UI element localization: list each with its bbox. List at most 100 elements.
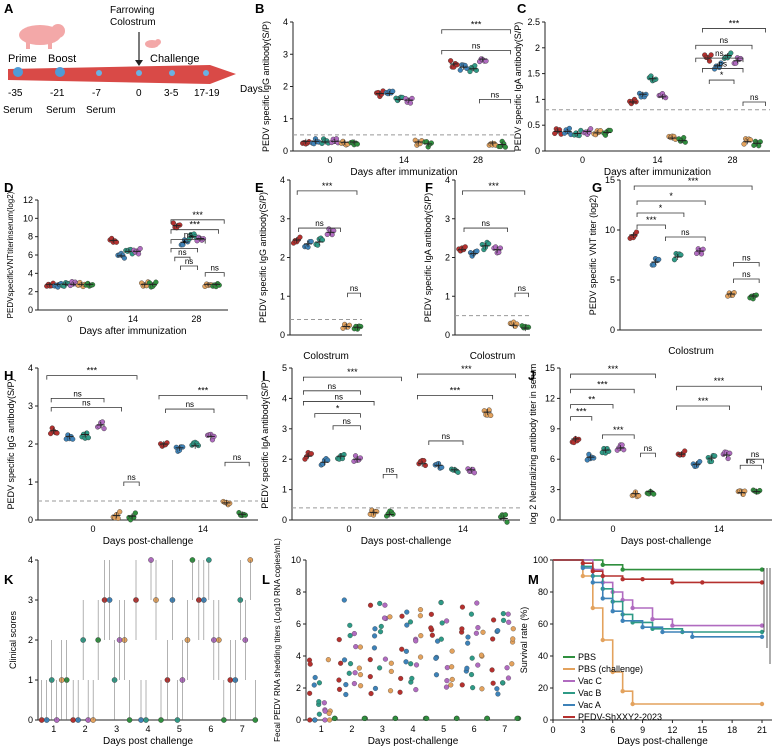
panel-letter-j: J: [528, 368, 535, 383]
group-0-series-2-point: [85, 435, 91, 441]
survival-point-5: [620, 577, 625, 582]
event-dot-challenge: [169, 70, 175, 76]
panel-letter-e: E: [255, 180, 264, 195]
day-7-series-2-point: [500, 680, 506, 686]
sig-6-bracket: [733, 278, 760, 283]
sig-3-sig-label: *: [183, 238, 187, 248]
sig-3-bracket: [570, 416, 593, 421]
day-1-series-3-point: [321, 700, 327, 706]
panel-letter-a: A: [4, 1, 14, 16]
sig-2-sig-label: ns: [491, 90, 499, 99]
y-tick-label: 1: [28, 477, 33, 487]
y-tick-label: 1: [282, 485, 287, 495]
day-5-series-4-point: [449, 676, 455, 682]
day-1-series-3-point: [322, 717, 328, 723]
x-tick-label: 28: [191, 314, 201, 324]
sig-5-sig-label: ns: [186, 400, 194, 409]
x-tick-label: 7: [240, 724, 245, 734]
sig-9-sig-label: ns: [751, 450, 759, 459]
group-14-series-0-point: [421, 458, 427, 464]
x-tick-label: 1: [51, 724, 56, 734]
group-28-series-2-point: [472, 63, 478, 69]
y-tick-label: 1.5: [527, 69, 540, 79]
group-28-series-5-point: [502, 144, 508, 150]
group-14-series-1-point: [697, 458, 703, 465]
y-axis-title: PEDV specific IgA antibody(S/P): [423, 193, 433, 323]
day-3-series-0-point: [367, 657, 373, 663]
sig-5-sig-label: ns: [750, 93, 758, 102]
sig-0-bracket: [570, 373, 656, 379]
day-4-series-3-point: [413, 638, 419, 644]
colostrum-series-1-point: [474, 248, 480, 254]
x-tick-label: 0: [67, 314, 72, 324]
x-tick-label: 1: [319, 724, 324, 734]
y-tick-label: 8: [28, 232, 33, 242]
day-3-series-1-point: [371, 645, 377, 651]
day-6-series-4-point: [478, 652, 485, 658]
day-4-series-1-point: [404, 609, 410, 615]
sig-6-sig-label: ns: [233, 453, 241, 462]
y-tick-label: 3: [28, 595, 33, 605]
x-tick-label: 15: [697, 725, 707, 735]
y-tick-label: 5: [282, 363, 287, 373]
panel-letter-c: C: [517, 1, 527, 16]
group-0-series-1-point: [70, 436, 76, 442]
day-6-series-0-point: [459, 682, 465, 688]
sig-3-sig-label: ns: [719, 59, 727, 68]
sig-1-bracket: [303, 390, 361, 395]
group-0-series-5-point: [651, 491, 657, 497]
x-tick-label: 6: [610, 725, 615, 735]
survival-point-5: [590, 569, 596, 574]
sig-5-bracket: [180, 265, 198, 270]
day-4-series-2-point: [407, 619, 414, 625]
group-14-series-2-point: [455, 469, 461, 475]
y-tick-label: 1: [283, 114, 288, 124]
group-14-series-1-point: [121, 255, 127, 261]
day-3-series-2-point: [377, 600, 383, 607]
y-tick-label: 12: [545, 393, 555, 403]
group-14-series-1-point: [390, 88, 396, 94]
day-5-series-3-point: [444, 678, 450, 684]
x-tick-label: 14: [128, 314, 138, 324]
day-2-series-1-point: [343, 691, 349, 698]
y-tick-label: 2: [535, 43, 540, 53]
timeline-arrow: [8, 65, 236, 84]
survival-point-4: [640, 625, 645, 630]
day-7-series-4-point: [509, 661, 515, 667]
group-14-series-5-point: [757, 487, 763, 494]
colostrum-series-5-point: [358, 323, 364, 330]
group-0-series-3-point: [588, 126, 594, 132]
survival-point-0: [620, 567, 625, 572]
group-28-series-4-point: [747, 137, 754, 143]
sig-0-sig-label: ***: [471, 20, 482, 30]
sig-1-sig-label: ns: [328, 382, 336, 391]
x-tick-label: 0: [327, 155, 332, 165]
sig-3-sig-label: ***: [646, 215, 657, 225]
group-28-series-0-point: [448, 58, 454, 64]
y-tick-label: 8: [296, 587, 301, 597]
survival-line-2: [553, 559, 762, 627]
x-tick-label: 6: [472, 724, 477, 734]
day-1-series-0-point: [307, 661, 313, 667]
group-28-series-4-point: [741, 141, 747, 147]
panel-letter-m: M: [528, 572, 539, 587]
y-tick-label: 10: [291, 555, 301, 565]
y-tick-label: 4: [282, 393, 287, 403]
y-tick-label: 15: [545, 363, 555, 373]
sig-5-bracket: [640, 452, 656, 458]
survival-point-1: [759, 701, 765, 707]
colostrum-series-2-point: [671, 257, 678, 263]
x-axis-title: Days post-challenge: [361, 536, 452, 547]
sig-1-sig-label: ***: [597, 379, 608, 389]
y-tick-label: 2.5: [527, 17, 540, 27]
day-4-series-4-point: [418, 633, 424, 639]
group-14-series-3-point: [407, 100, 414, 106]
y-tick-label: 0: [296, 715, 301, 725]
group-0-series-3-point: [352, 453, 359, 459]
y-tick-label: 2: [280, 253, 285, 263]
day-5-series-4-point: [449, 664, 455, 670]
sig-2-bracket: [570, 404, 614, 409]
y-tick-label: 0: [282, 515, 287, 525]
panel-letter-l: L: [262, 572, 270, 587]
